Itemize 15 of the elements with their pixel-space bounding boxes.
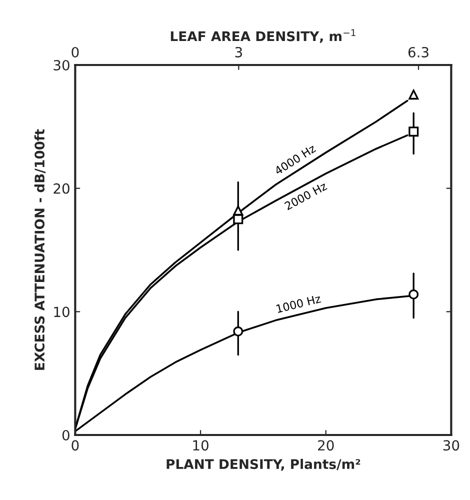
x2-tick-label: 6.3 xyxy=(408,46,428,58)
text: 1000 Hz xyxy=(276,294,322,314)
x-tick-label: 0 xyxy=(72,440,79,451)
x-tick-label: 30 xyxy=(443,440,460,451)
x-tick-label: 20 xyxy=(318,440,334,451)
y-tick-label: 30 xyxy=(54,60,70,70)
y-tick-label: 20 xyxy=(54,183,70,194)
x-axis-title: PLANT DENSITY, Plants/m² xyxy=(166,458,360,471)
x2-tick-label: 3 xyxy=(235,46,242,58)
x2-axis-title: LEAF AREA DENSITY, m$^{−1}$ xyxy=(170,29,356,43)
y-tick-label: 10 xyxy=(54,306,70,318)
y-tick-label: 0 xyxy=(62,430,70,440)
y-axis-title: EXCESS ATTENUATION - dB/100ft xyxy=(34,129,46,370)
x-tick-label: 10 xyxy=(193,440,208,451)
x2-tick-label: 0 xyxy=(72,46,79,58)
